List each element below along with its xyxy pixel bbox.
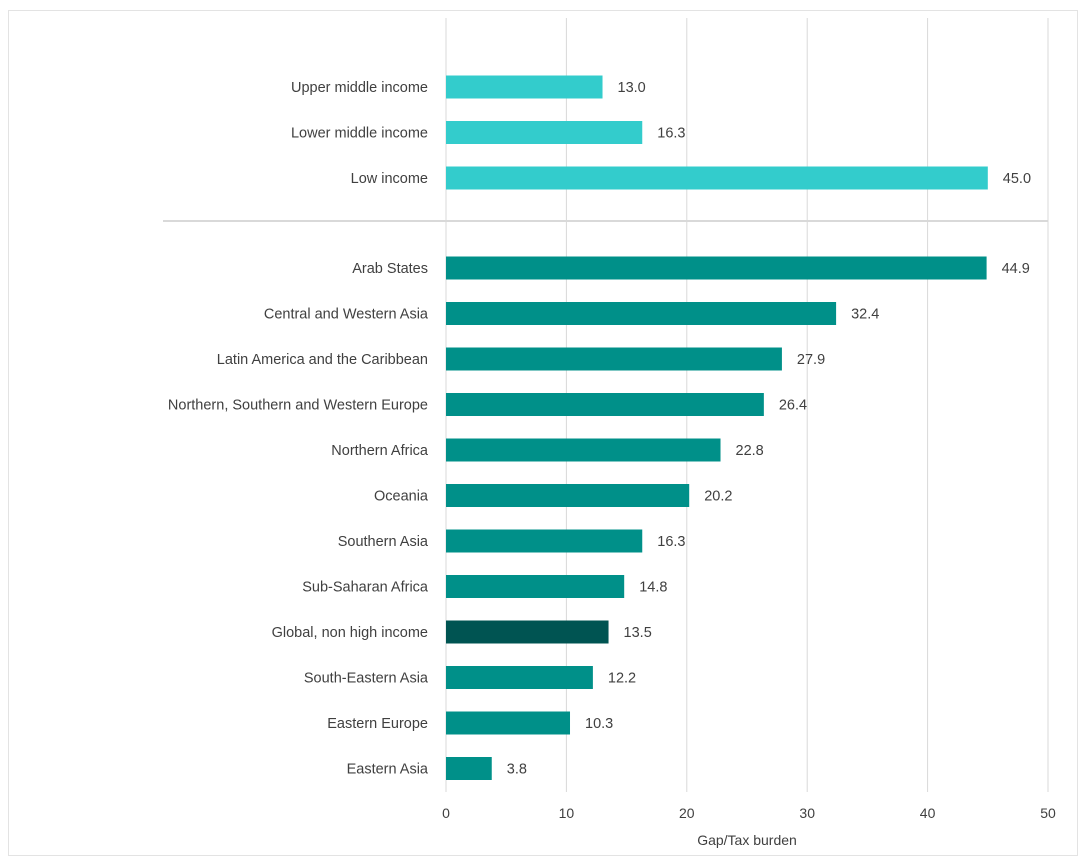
bar-south-eastern-asia	[446, 666, 593, 689]
bar-northern-africa	[446, 438, 721, 462]
value-label: 13.5	[624, 625, 652, 641]
bars	[446, 75, 988, 780]
category-label: Arab States	[352, 261, 428, 277]
category-label: South-Eastern Asia	[304, 671, 429, 687]
value-label: 13.0	[618, 80, 646, 96]
x-axis-ticks: 0 10 20 30 40 50	[442, 805, 1056, 821]
bar-oceania	[446, 484, 690, 507]
category-label: Northern, Southern and Western Europe	[168, 398, 428, 414]
category-label: Central and Western Asia	[264, 307, 429, 323]
bar-sub-saharan-africa	[446, 575, 625, 598]
value-label: 14.8	[639, 580, 667, 596]
category-label: Latin America and the Caribbean	[217, 352, 428, 368]
value-label: 32.4	[851, 307, 879, 323]
value-label: 10.3	[585, 716, 613, 732]
bar-southern-asia	[446, 529, 643, 553]
x-tick-label: 20	[679, 805, 695, 821]
category-label: Southern Asia	[338, 534, 429, 550]
gridlines	[445, 18, 1049, 792]
value-label: 26.4	[779, 398, 807, 414]
value-label: 20.2	[704, 489, 732, 505]
value-label: 44.9	[1002, 261, 1030, 277]
value-label: 16.3	[657, 126, 685, 142]
category-labels: Upper middle income Lower middle income Lo…	[168, 80, 429, 778]
x-tick-label: 30	[799, 805, 815, 821]
value-label: 27.9	[797, 352, 825, 368]
x-axis-title: Gap/Tax burden	[697, 832, 797, 848]
value-label: 16.3	[657, 534, 685, 550]
bar-latin-america-and-the-caribbean	[446, 347, 782, 371]
value-label: 3.8	[507, 762, 527, 778]
x-tick-label: 40	[920, 805, 936, 821]
x-tick-label: 50	[1040, 805, 1056, 821]
bar-eastern-asia	[446, 757, 492, 780]
bar-central-and-western-asia	[446, 302, 837, 325]
value-label: 45.0	[1003, 171, 1031, 187]
bar-low-income	[446, 166, 988, 190]
category-label: Lower middle income	[291, 126, 428, 142]
value-label: 22.8	[736, 443, 764, 459]
value-labels: 13.0 16.3 45.0 44.9 32.4 27.9 26.4 22.8 20.2 16.3…	[507, 80, 1031, 778]
bar-northern-southern-and-western-europe	[446, 393, 764, 416]
bar-eastern-europe	[446, 711, 571, 735]
category-label: Oceania	[374, 489, 429, 505]
category-label: Sub-Saharan Africa	[302, 580, 429, 596]
category-label: Eastern Europe	[327, 716, 428, 732]
bar-arab-states	[446, 256, 987, 280]
x-tick-label: 0	[442, 805, 450, 821]
category-label: Northern Africa	[331, 443, 429, 459]
bar-global-non-high-income	[446, 620, 609, 644]
value-label: 12.2	[608, 671, 636, 687]
bar-upper-middle-income	[446, 75, 603, 99]
category-label: Upper middle income	[291, 80, 428, 96]
bar-lower-middle-income	[446, 121, 643, 144]
category-label: Eastern Asia	[347, 762, 429, 778]
x-tick-label: 10	[559, 805, 575, 821]
category-label: Global, non high income	[272, 625, 428, 641]
category-label: Low income	[351, 171, 428, 187]
